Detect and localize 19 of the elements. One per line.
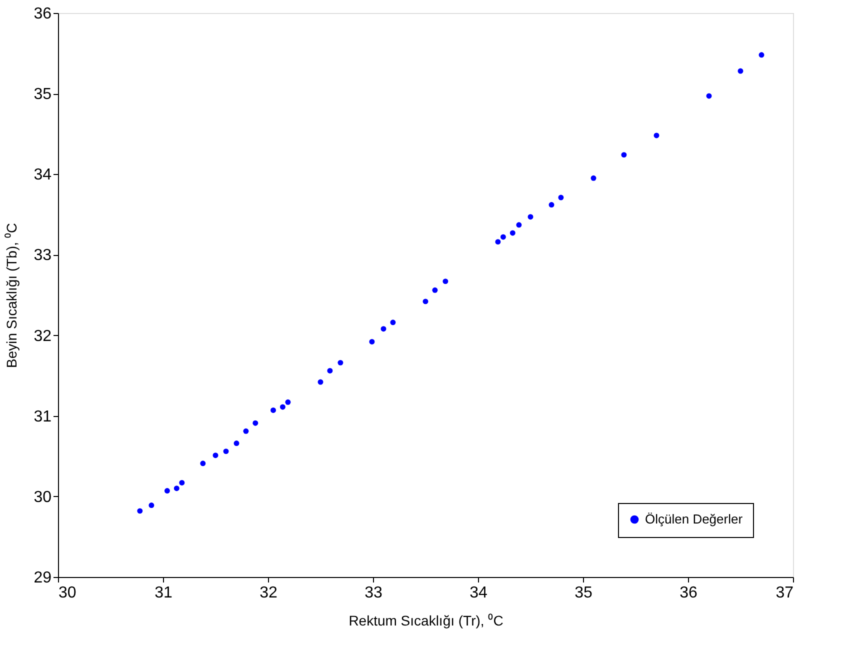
y-tick-label: 34	[34, 166, 52, 184]
y-tick-label: 32	[34, 328, 52, 345]
x-tick-label: 35	[574, 584, 592, 602]
x-tick-label: 34	[470, 584, 488, 602]
y-tick-label: 29	[34, 570, 52, 586]
y-tick-label: 36	[34, 6, 52, 22]
x-axis-title: Rektum Sıcaklığı (Tr), ⁰C	[348, 612, 504, 628]
x-tick-label: 36	[680, 584, 698, 602]
x-tick-label: 32	[260, 584, 278, 602]
y-tick-label: 30	[34, 488, 52, 506]
y-axis-title: Beyin Sıcaklığı (Tb), ⁰C	[4, 222, 20, 368]
legend-label: Ölçülen Değerler	[645, 512, 744, 526]
x-tick-label: 33	[364, 584, 382, 602]
x-tick-label: 30	[58, 584, 76, 602]
y-tick-label: 31	[34, 408, 52, 426]
y-tick-label: 35	[34, 86, 52, 104]
y-tick-label: 33	[34, 247, 52, 264]
x-tick-label: 37	[776, 584, 794, 602]
x-tick-label: 31	[154, 584, 172, 602]
